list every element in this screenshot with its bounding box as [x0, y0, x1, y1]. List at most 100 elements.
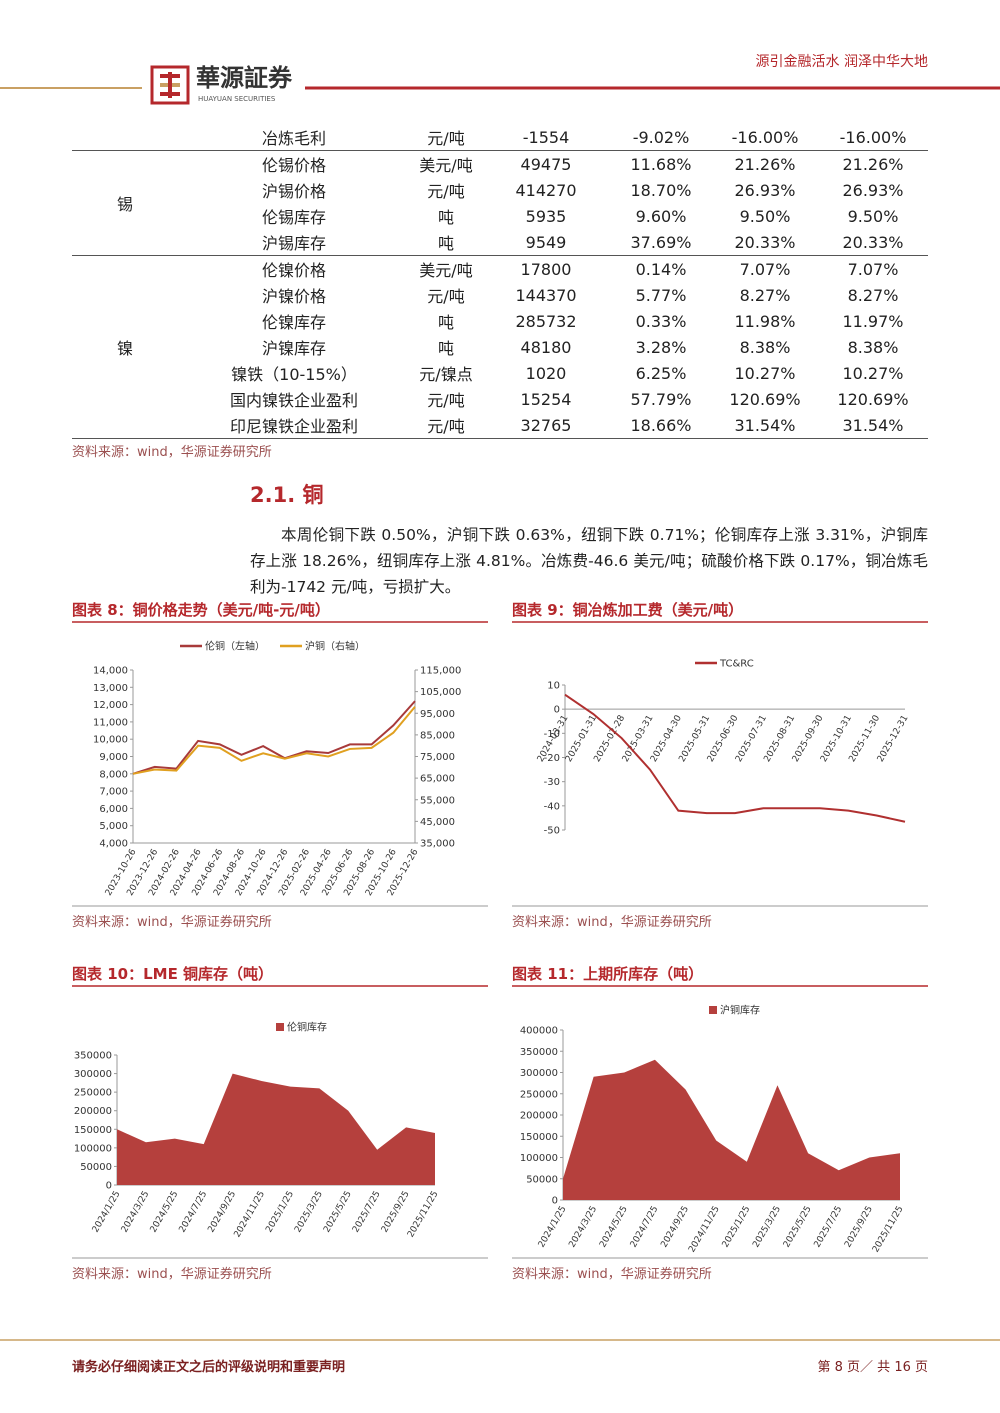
table-cell: 285732	[515, 311, 577, 331]
y2-tick-label: 35,000	[420, 839, 455, 850]
y-tick-label: 7,000	[99, 787, 128, 798]
line	[132, 706, 416, 775]
y-tick-label: 8,000	[99, 769, 128, 780]
table-cell: 元/吨	[410, 412, 482, 439]
table-cell: 8.38%	[847, 337, 899, 357]
table-row: 镍 伦镍价格 美元/吨 17800 0.14% 7.07% 7.07%	[72, 255, 928, 439]
source: 资料来源：wind，华源证券研究所	[512, 914, 712, 930]
chart-title: 图表 10：LME 铜库存（吨）	[72, 965, 273, 983]
x-tick-label: 2024/5/25	[149, 1190, 181, 1235]
y2-tick-label: 75,000	[420, 752, 455, 763]
paragraph: 本周伦铜下跌 0.50%，沪铜下跌 0.63%，纽铜下跌 0.71%；伦铜库存上…	[250, 526, 928, 596]
disclaimer: 请务必仔细阅读正文之后的评级说明和重要声明	[72, 1359, 345, 1375]
chart-title: 图表 8：铜价格走势（美元/吨-元/吨）	[72, 601, 330, 619]
table-cell: 8.38%	[739, 337, 791, 357]
table-cell: 8.27%	[739, 285, 791, 305]
y-tick-label: 5,000	[99, 821, 128, 832]
table-row: 镍铁（10-15%） 元/镍点 1020 6.25% 10.27% 10.27%	[72, 360, 928, 386]
table-cell: 吨	[437, 313, 454, 332]
x-tick-label: 2025/11/25	[871, 1205, 906, 1255]
table-cell: 17800	[520, 259, 572, 279]
table-cell: 57.79%	[630, 389, 692, 409]
table-cell: 10.27%	[734, 363, 796, 383]
table-cell: 元/吨	[427, 182, 465, 201]
y2-tick-label: 95,000	[420, 709, 455, 720]
table-cell: 120.69%	[837, 389, 909, 409]
y-tick-label: 100000	[520, 1153, 558, 1164]
y-tick-label: 0	[552, 1196, 558, 1207]
area	[563, 1059, 900, 1200]
x-tick-label: 2025-12-31	[876, 714, 911, 764]
y-tick-label: 4,000	[99, 839, 128, 850]
legend-label: 沪铜库存	[720, 1004, 760, 1017]
x-tick-label: 2025/9/25	[843, 1205, 875, 1250]
group-label	[72, 124, 178, 151]
table-row: 沪镍价格 元/吨 144370 5.77% 8.27% 8.27%	[72, 282, 928, 308]
table-cell: 26.93%	[842, 180, 904, 200]
table-cell: 144370	[515, 285, 577, 305]
y-tick-label: 300000	[74, 1069, 112, 1080]
table-cell: 冶炼毛利	[178, 124, 410, 151]
y-tick-label: 11,000	[93, 717, 128, 728]
table-row: 沪锡价格 元/吨 414270 18.70% 26.93% 26.93%	[72, 177, 928, 203]
table-cell: 镍铁（10-15%）	[231, 365, 357, 384]
y-tick-label: -40	[544, 801, 560, 812]
y-tick-label: 12,000	[93, 700, 128, 711]
y-tick-label: 350000	[74, 1051, 112, 1062]
table-cell: 9.60%	[635, 206, 687, 226]
x-tick-label: 2025/7/25	[813, 1205, 845, 1250]
table-cell: 元/吨	[427, 391, 465, 410]
y-tick-label: 150000	[520, 1132, 558, 1143]
source: 资料来源：wind，华源证券研究所	[72, 444, 272, 460]
x-tick-label: 2024/3/25	[120, 1190, 152, 1235]
y2-tick-label: 65,000	[420, 774, 455, 785]
table-cell: 9.50%	[847, 206, 899, 226]
table-cell: 8.27%	[847, 285, 899, 305]
x-tick-label: 2024/9/25	[206, 1190, 238, 1235]
table-cell: 元/镍点	[419, 365, 473, 384]
y-tick-label: -20	[544, 753, 560, 764]
table-row: 伦镍库存 吨 285732 0.33% 11.98% 11.97%	[72, 308, 928, 334]
y-tick-label: -30	[544, 777, 560, 788]
brand-en: HUAYUAN SECURITIES	[198, 95, 276, 103]
y2-tick-label: 45,000	[420, 817, 455, 828]
source: 资料来源：wind，华源证券研究所	[512, 1266, 712, 1282]
table-row: 印尼镍铁企业盈利 元/吨 32765 18.66% 31.54% 31.54%	[72, 412, 928, 439]
table-cell: 21.26%	[734, 154, 796, 174]
table-cell: 37.69%	[610, 229, 712, 256]
y-tick-label: 0	[554, 705, 560, 716]
x-tick-label: 2024/1/25	[537, 1205, 569, 1250]
x-tick-label: 2024/11/25	[233, 1190, 268, 1240]
group-label: 镍	[72, 255, 178, 439]
brand: 華源証券	[196, 64, 293, 92]
table-cell: 美元/吨	[419, 156, 473, 175]
y-tick-label: 9,000	[99, 752, 128, 763]
y-tick-label: 0	[106, 1181, 112, 1192]
y-tick-label: 6,000	[99, 804, 128, 815]
y-tick-label: 300000	[520, 1068, 558, 1079]
table-row: 伦锡库存 吨 5935 9.60% 9.50% 9.50%	[72, 203, 928, 229]
x-tick-label: 2025/1/25	[264, 1190, 296, 1235]
table-cell: 吨	[410, 229, 482, 256]
table-cell: 20.33%	[712, 229, 818, 256]
x-tick-label: 2024/11/25	[687, 1205, 722, 1255]
x-tick-label: 2025/7/25	[351, 1190, 383, 1235]
table-cell: -16.00%	[818, 124, 928, 151]
legend-label: 伦铜库存	[287, 1021, 327, 1034]
page-number: 第 8 页／ 共 16 页	[818, 1360, 928, 1375]
table-row: 锡 伦锡价格 美元/吨 49475 11.68% 21.26% 21.26%	[72, 150, 928, 256]
table-cell: 国内镍铁企业盈利	[229, 391, 358, 410]
y-tick-label: 250000	[520, 1089, 558, 1100]
y-tick-label: 10,000	[93, 735, 128, 746]
table-cell: 18.66%	[610, 412, 712, 439]
table-cell: 沪锡价格	[261, 182, 326, 201]
table-cell: 11.68%	[630, 154, 692, 174]
x-tick-label: 2025/5/25	[322, 1190, 354, 1235]
y-tick-label: 200000	[520, 1111, 558, 1122]
group-label: 锡	[72, 150, 178, 256]
table-cell: 6.25%	[635, 363, 687, 383]
table-cell: 20.33%	[818, 229, 928, 256]
table-cell: 伦锡价格	[261, 156, 326, 175]
table-cell: 伦镍库存	[261, 313, 326, 332]
table-cell: 414270	[515, 180, 577, 200]
